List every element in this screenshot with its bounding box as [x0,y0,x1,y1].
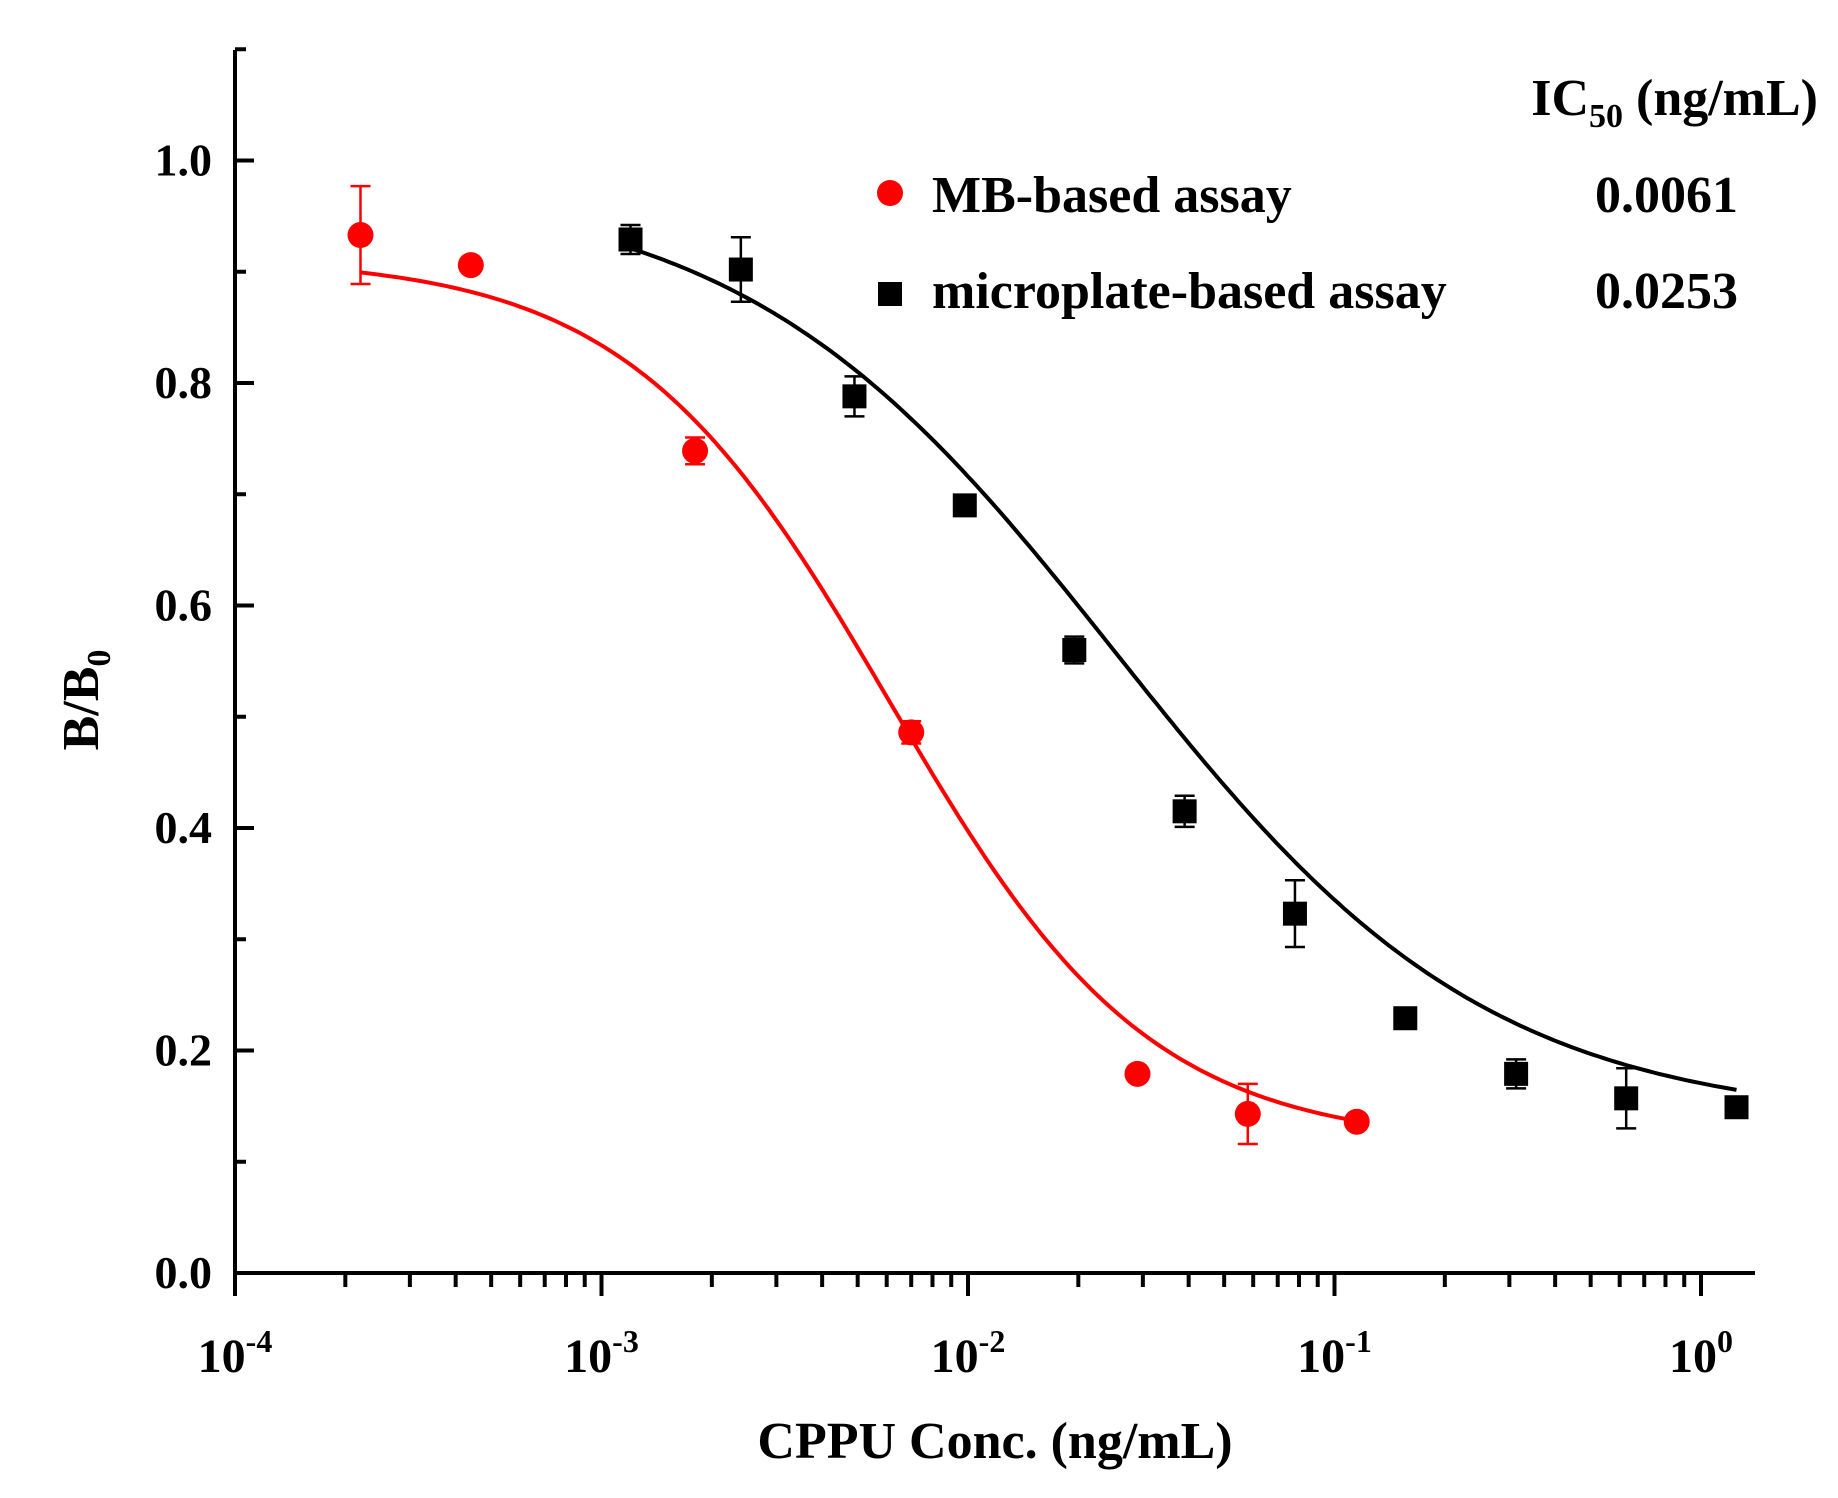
y-tick-label: 0.0 [155,1247,213,1298]
legend-ic50-mb: 0.0061 [1595,167,1738,224]
y-tick-label: 0.6 [155,580,213,631]
legend-label-microplate: microplate-based assay [932,263,1447,320]
y-tick-label: 0.8 [155,357,213,408]
data-point-mb [898,719,925,746]
legend-ic50-microplate: 0.0253 [1595,263,1738,320]
axes: 0.0 0.2 0.4 0.6 0.8 1.0 10-4 10-3 10-2 10-1 100 [155,47,1755,1383]
data-point-microplate [1062,638,1087,662]
y-tick-label: 1.0 [155,135,213,186]
data-point-microplate [618,227,643,252]
y-axis-title: B/B0 [53,650,118,751]
x-tick-label: 10-3 [564,1323,639,1383]
x-tick-label: 10-4 [198,1323,273,1383]
x-ticks: 10-4 10-3 10-2 10-1 100 [198,1273,1733,1383]
data-point-mb [457,252,484,279]
legend-marker-microplate [878,282,902,306]
data-point-microplate [1724,1095,1749,1120]
legend-header: IC50 (ng/mL) [1531,70,1818,135]
data-point-mb [347,222,374,249]
y-ticks: 0.0 0.2 0.4 0.6 0.8 1.0 [155,47,254,1298]
legend-marker-mb [877,180,903,206]
fit-curve-mb [360,270,1358,1123]
data-point-microplate [1172,799,1197,824]
data-point-microplate [842,384,867,409]
data-point-microplate [728,257,753,282]
data-point-microplate [1393,1006,1418,1031]
x-tick-label: 10-1 [1297,1323,1372,1383]
data-point-microplate [1504,1061,1529,1086]
data-point-microplate [1614,1086,1639,1111]
legend-label-mb: MB-based assay [932,167,1292,224]
data-point-mb [1124,1060,1151,1087]
legend: IC50 (ng/mL) MB-based assay 0.0061 micro… [877,70,1818,320]
y-tick-label: 0.4 [155,802,213,853]
data-point-mb [682,437,709,464]
x-axis-title: CPPU Conc. (ng/mL) [757,1413,1232,1470]
plot-area [347,184,1749,1146]
data-point-mb [1234,1100,1261,1127]
x-tick-label: 10-2 [931,1323,1006,1383]
fit-curve-microplate [629,246,1737,1092]
data-point-mb [1343,1108,1370,1135]
data-point-microplate [952,493,977,518]
data-point-microplate [1282,901,1307,926]
x-tick-label: 100 [1669,1323,1733,1383]
y-tick-label: 0.2 [155,1025,213,1076]
